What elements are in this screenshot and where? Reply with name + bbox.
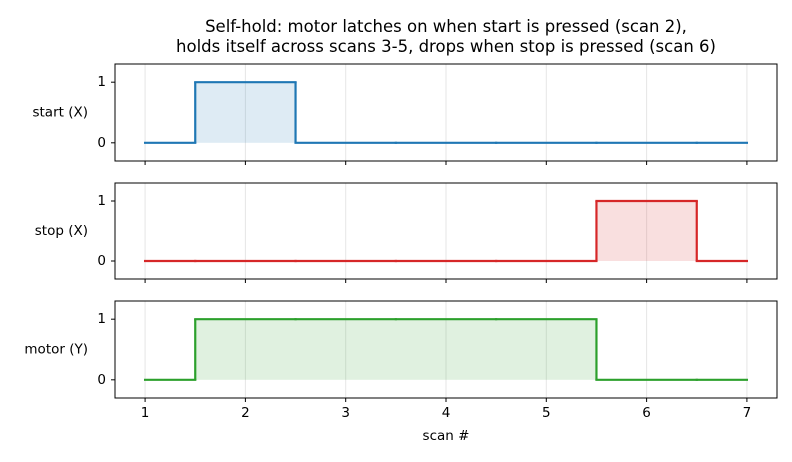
area-fill <box>496 319 597 380</box>
y-tick-label: 0 <box>97 372 106 388</box>
area-fill <box>395 319 497 380</box>
x-tick-label: 1 <box>141 405 150 421</box>
x-tick-label: 5 <box>542 405 551 421</box>
axes-frame <box>114 182 778 280</box>
y-tick-label: 0 <box>97 135 106 151</box>
x-axis-label: scan # <box>423 428 470 444</box>
x-tick-label: 6 <box>642 405 651 421</box>
y-axis-label: start (X) <box>32 105 88 121</box>
area-fill <box>195 319 296 380</box>
y-tick-label: 1 <box>97 74 106 90</box>
y-tick-label: 1 <box>97 311 106 327</box>
area-fill <box>295 319 396 380</box>
y-tick-label: 1 <box>97 193 106 209</box>
x-tick-label: 7 <box>743 405 752 421</box>
y-tick-label: 0 <box>97 253 106 269</box>
y-axis-label: stop (X) <box>35 223 88 239</box>
y-axis-label: motor (Y) <box>24 342 88 358</box>
x-tick-label: 2 <box>241 405 250 421</box>
axes-frame <box>114 300 778 399</box>
x-tick-label: 3 <box>341 405 350 421</box>
chart-title: Self-hold: motor latches on when start i… <box>176 17 716 56</box>
area-fill <box>195 82 296 143</box>
axes-frame <box>114 63 778 162</box>
area-fill <box>596 201 697 261</box>
x-tick-label: 4 <box>442 405 451 421</box>
